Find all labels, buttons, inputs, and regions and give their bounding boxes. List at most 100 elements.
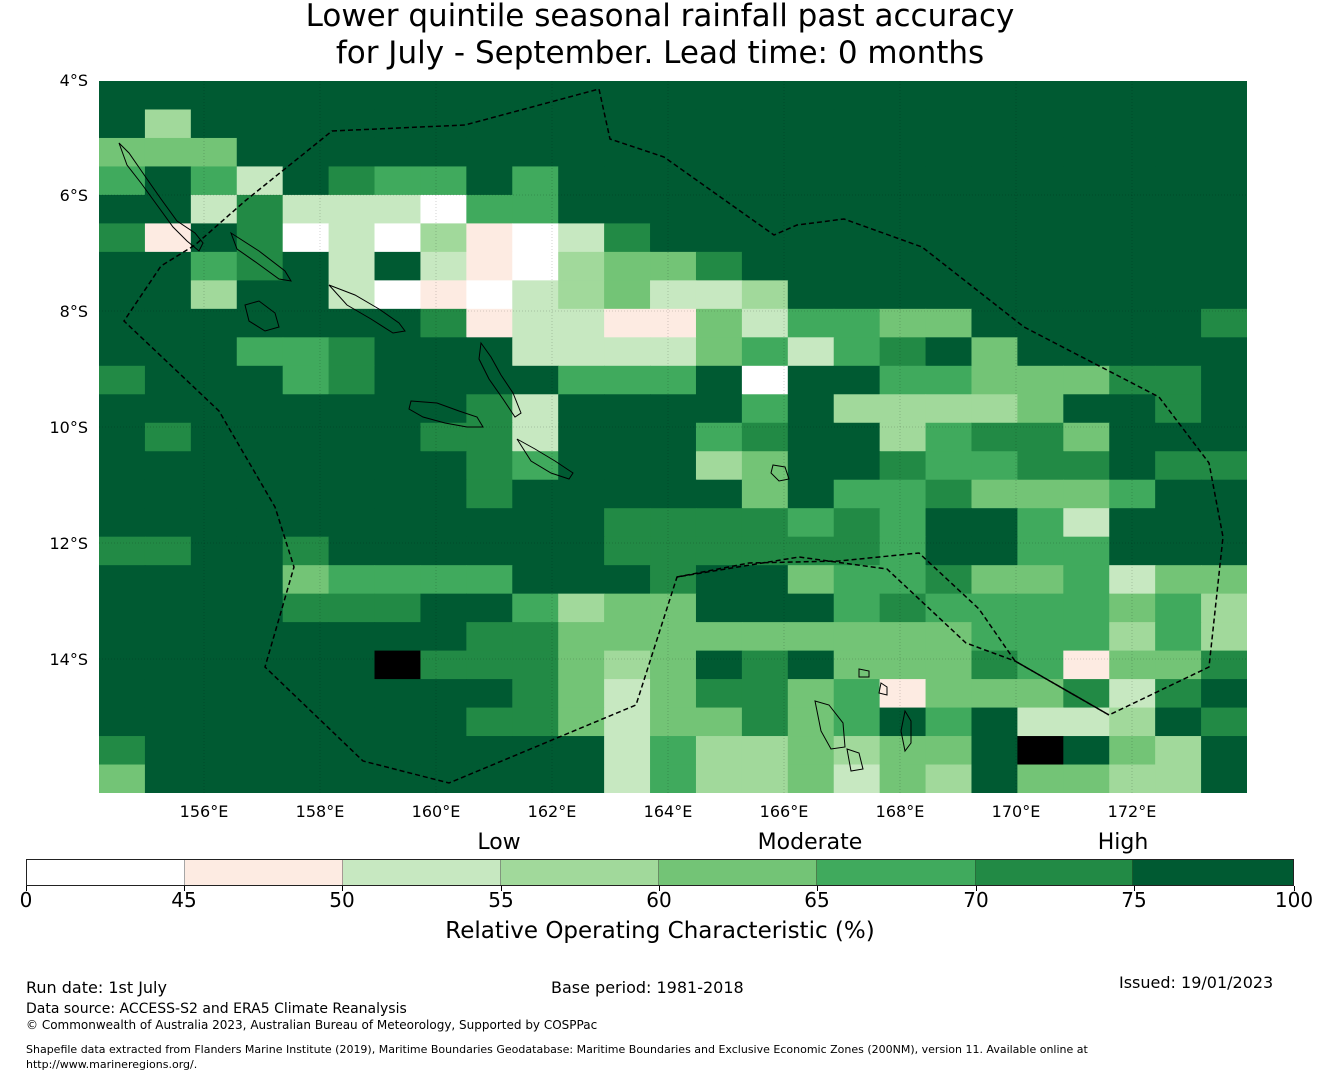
colorbar-tick-mark [184, 886, 185, 891]
grid-cell [1201, 223, 1247, 253]
grid-cell [1201, 194, 1247, 224]
grid-cell [741, 451, 789, 481]
grid-cell [1017, 536, 1064, 566]
grid-cell [879, 109, 927, 139]
bougainville-island [118, 142, 204, 252]
grid-cell [282, 109, 330, 139]
grid-cell [1017, 764, 1064, 793]
grid-cell [1201, 508, 1247, 538]
grid-cell [282, 508, 330, 538]
grid-cell [374, 365, 422, 395]
grid-cell [144, 451, 192, 481]
grid-cell [512, 194, 559, 224]
grid-cell [787, 650, 835, 680]
colorbar-tick-mark [817, 886, 818, 891]
grid-cell [558, 451, 605, 481]
grid-cell [1201, 394, 1247, 424]
grid-cell [328, 251, 376, 281]
grid-cell [650, 536, 697, 566]
grid-cell [971, 194, 1018, 224]
grid-cell [879, 650, 927, 680]
grid-cell [1063, 422, 1110, 452]
grid-cell [282, 764, 330, 793]
grid-cell [695, 565, 743, 595]
grid-cell [1201, 166, 1247, 196]
grid-cell [1017, 650, 1064, 680]
map-area[interactable] [99, 81, 1247, 793]
grid-cell [328, 679, 376, 709]
grid-cell [1017, 679, 1064, 709]
grid-cell [190, 679, 238, 709]
grid-cell [604, 622, 651, 652]
grid-cell [466, 508, 513, 538]
grid-cell [1155, 308, 1202, 338]
grid-cell [833, 194, 881, 224]
grid-cell [282, 593, 330, 623]
grid-cell [1063, 251, 1110, 281]
grid-cell [236, 422, 284, 452]
grid-cell [328, 508, 376, 538]
colorbar-segment [1133, 860, 1293, 885]
grid-cell [190, 508, 238, 538]
grid-cell [971, 565, 1018, 595]
grid-cell [420, 337, 467, 367]
lon-label-158e: 158°E [295, 802, 345, 821]
grid-cell [374, 166, 422, 196]
grid-cell [328, 451, 376, 481]
lat-label-8s: 8°S [59, 302, 88, 321]
grid-cell [466, 194, 513, 224]
lon-label-168e: 168°E [875, 802, 925, 821]
grid-cell [558, 109, 605, 139]
grid-cell [558, 394, 605, 424]
grid-cell [971, 166, 1018, 196]
grid-cell [741, 166, 789, 196]
grid-cell [1201, 565, 1247, 595]
grid-cell [1155, 736, 1202, 766]
ambae-island [858, 668, 870, 678]
grid-cell [1063, 451, 1110, 481]
grid-cell [1109, 764, 1156, 793]
grid-cell [650, 650, 697, 680]
grid-cell [787, 593, 835, 623]
grid-cell [1017, 479, 1064, 509]
grid-cell [190, 736, 238, 766]
grid-cell [558, 251, 605, 281]
colorbar-tick-label: 100 [1274, 888, 1314, 912]
grid-cell [466, 679, 513, 709]
grid-cell [741, 394, 789, 424]
grid-cell [328, 622, 376, 652]
grid-cell [466, 166, 513, 196]
grid-cell [190, 764, 238, 793]
grid-cell [1155, 451, 1202, 481]
grid-cell [695, 679, 743, 709]
copyright: © Commonwealth of Australia 2023, Austra… [26, 1018, 598, 1032]
grid-cell [236, 451, 284, 481]
grid-cell [650, 251, 697, 281]
grid-cell [374, 251, 422, 281]
grid-cell [190, 81, 238, 111]
grid-cell [420, 223, 467, 253]
grid-cell [833, 422, 881, 452]
lat-label-6s: 6°S [59, 186, 88, 205]
grid-cell [1063, 394, 1110, 424]
grid-cell [925, 280, 973, 310]
grid-cell [420, 679, 467, 709]
grid-cell [99, 251, 146, 281]
grid-cell [466, 479, 513, 509]
grid-cell [695, 707, 743, 737]
grid-cell [1155, 109, 1202, 139]
grid-cell [1201, 109, 1247, 139]
grid-cell [512, 337, 559, 367]
grid-cell [512, 622, 559, 652]
grid-cell [420, 308, 467, 338]
malekula-island [846, 748, 864, 772]
run-date: Run date: 1st July [26, 978, 167, 997]
grid-cell [144, 593, 192, 623]
grid-cell [374, 479, 422, 509]
grid-cell [420, 707, 467, 737]
grid-cell [1201, 479, 1247, 509]
grid-cell [604, 337, 651, 367]
grid-cell [833, 451, 881, 481]
grid-cell [1109, 536, 1156, 566]
grid-cell [971, 251, 1018, 281]
